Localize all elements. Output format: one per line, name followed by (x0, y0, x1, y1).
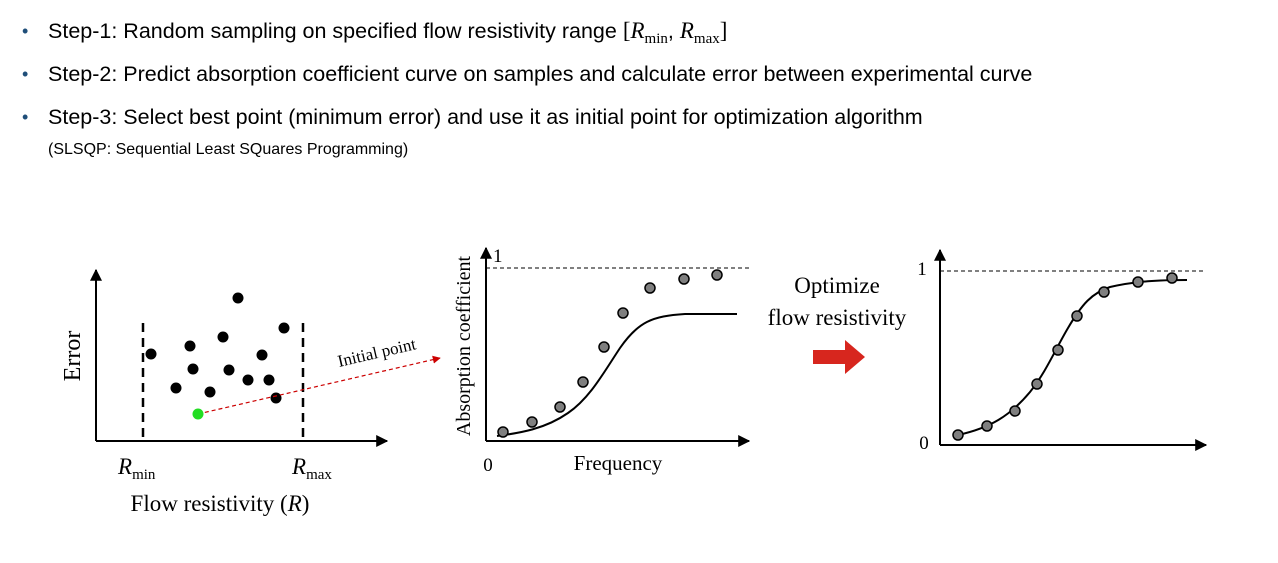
step-3-text: Step-3: Select best point (minimum error… (48, 105, 923, 129)
error-diagram: Error Initial point Rmin Rmax Flow resis… (60, 268, 441, 516)
experimental-point (1031, 378, 1043, 390)
steps-list: • Step-1: Random sampling on specified fl… (22, 14, 1252, 143)
rmin-label: Rmin (117, 454, 156, 483)
sample-points (145, 292, 290, 404)
experimental-point (497, 426, 509, 438)
step-2: • Step-2: Predict absorption coefficient … (22, 57, 1252, 100)
optimize-label-line2: flow resistivity (768, 305, 907, 330)
r-min-var: R (630, 18, 645, 43)
sample-point (184, 340, 196, 352)
experimental-point (526, 416, 538, 428)
right-arrow-icon (813, 340, 865, 374)
frequency-xlabel: Frequency (574, 451, 663, 475)
bullet-icon: • (22, 107, 29, 127)
optimize-label-line1: Optimize (794, 273, 880, 298)
sample-point (223, 364, 235, 376)
experimental-point (577, 376, 589, 388)
optimized-diagram: 1 0 (917, 248, 1208, 454)
initial-point-arrow (197, 355, 441, 415)
bracket-close: ] (719, 18, 728, 43)
step-2-text: Step-2: Predict absorption coefficient c… (48, 62, 1033, 86)
flow-resistivity-xlabel: Flow resistivity (R) (131, 491, 310, 516)
optimize-step: Optimize flow resistivity (768, 273, 907, 374)
sample-point (232, 292, 244, 304)
bullet-icon: • (22, 64, 29, 84)
optimized-y-zero: 0 (919, 433, 929, 454)
experimental-point (1052, 344, 1064, 356)
comma: , (667, 19, 680, 43)
step-1-text: Step-1: Random sampling on specified flo… (48, 19, 623, 43)
experimental-point (981, 420, 993, 432)
predicted-curve (496, 313, 737, 437)
r-max-var: R (679, 18, 694, 43)
r-min-sub: min (644, 31, 668, 47)
optimized-points (952, 272, 1178, 441)
sample-point (204, 386, 216, 398)
absorption-origin: 0 (483, 455, 493, 476)
experimental-point (1166, 272, 1178, 284)
experimental-points (497, 269, 723, 438)
absorption-y-top: 1 (493, 246, 503, 267)
experimental-point (1132, 276, 1144, 288)
sample-point (242, 374, 254, 386)
experimental-point (554, 401, 566, 413)
sample-point (187, 363, 199, 375)
experimental-point (1071, 310, 1083, 322)
optimized-curve (957, 279, 1188, 436)
step-3: • Step-3: Select best point (minimum erro… (22, 100, 1252, 143)
sample-point (278, 322, 290, 334)
sample-point (270, 392, 282, 404)
experimental-point (598, 341, 610, 353)
r-max-sub: max (693, 31, 720, 47)
sample-point (217, 331, 229, 343)
absorption-diagram: 1 0 Absorption coefficient Frequency (453, 246, 751, 476)
sample-point (145, 348, 157, 360)
sample-point (170, 382, 182, 394)
experimental-point (1009, 405, 1021, 417)
sample-point (263, 374, 275, 386)
step-1: • Step-1: Random sampling on specified fl… (22, 14, 1252, 57)
optimized-y-top: 1 (917, 259, 927, 280)
best-point (192, 408, 204, 420)
experimental-point (1098, 286, 1110, 298)
bullet-icon: • (22, 21, 29, 41)
experimental-point (711, 269, 723, 281)
rmax-label: Rmax (291, 454, 332, 483)
experimental-point (678, 273, 690, 285)
error-ylabel: Error (60, 331, 86, 382)
experimental-point (952, 429, 964, 441)
experimental-point (617, 307, 629, 319)
bracket-open: [ (622, 18, 631, 43)
experimental-point (644, 282, 656, 294)
slsqp-note: (SLSQP: Sequential Least SQuares Program… (48, 141, 409, 158)
absorption-ylabel: Absorption coefficient (453, 255, 475, 436)
sample-point (256, 349, 268, 361)
